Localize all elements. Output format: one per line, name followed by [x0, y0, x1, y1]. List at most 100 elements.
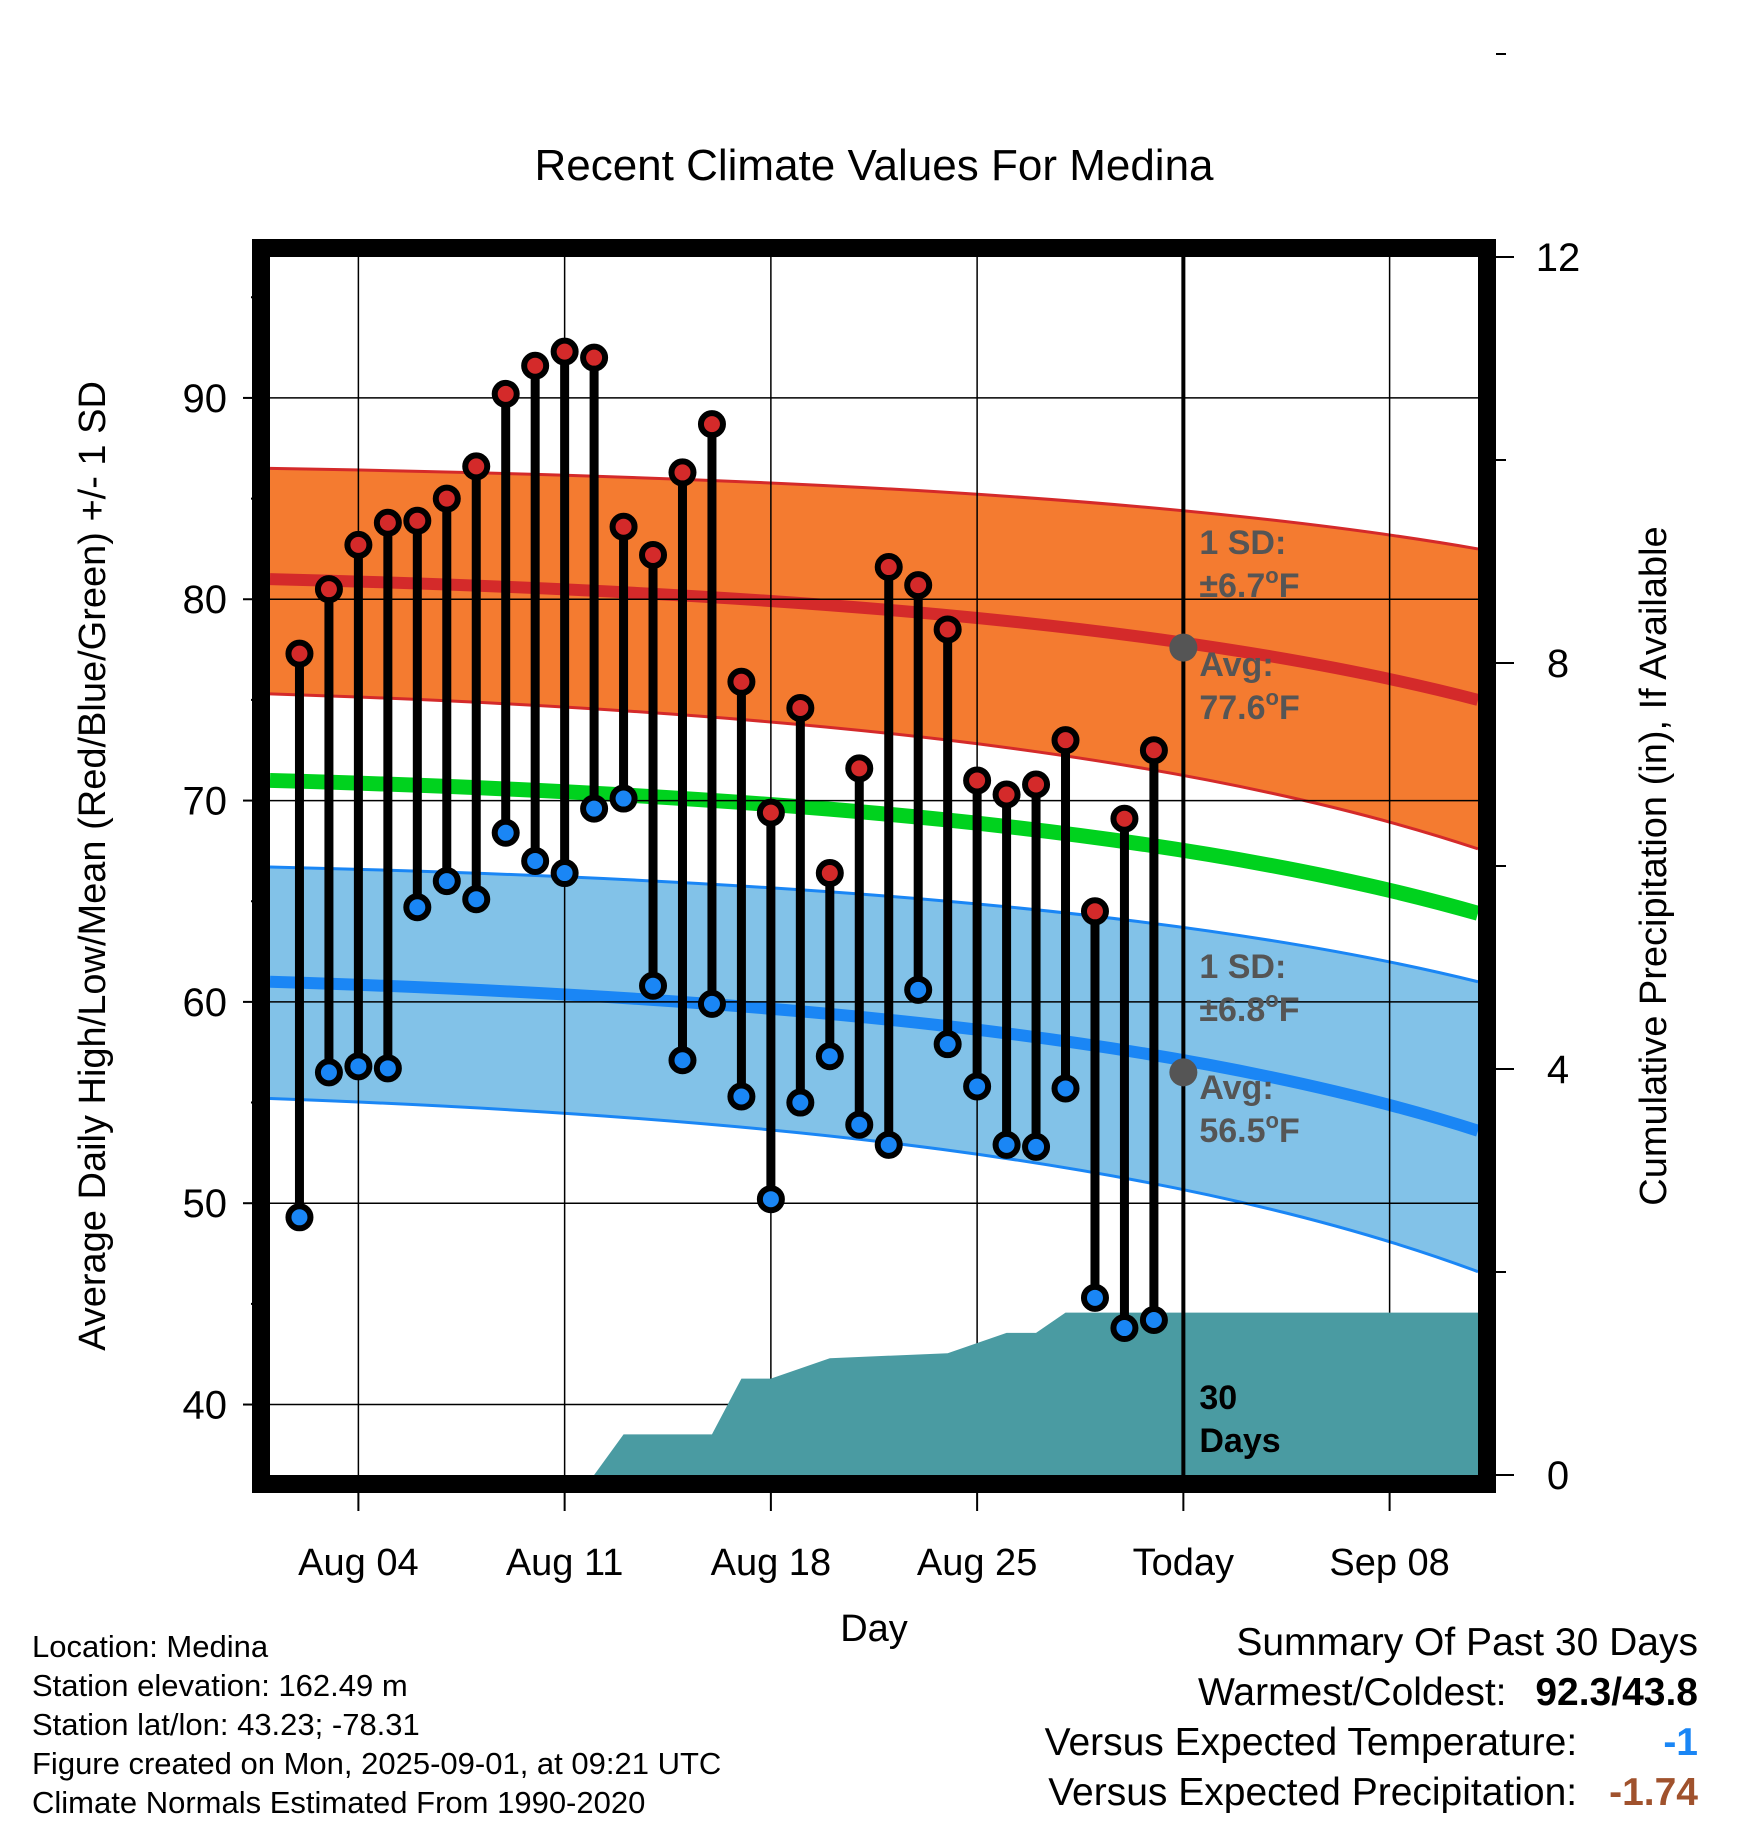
high-point-2025-08-30 — [1110, 804, 1139, 833]
low-point-2025-08-27 — [1022, 1132, 1051, 1161]
x-tick-label-aug-04: Aug 04 — [298, 1542, 418, 1584]
high-point-2025-08-24 — [933, 615, 962, 644]
low-point-2025-08-02 — [285, 1203, 314, 1232]
annot-high-sd-line1: 1 SD: — [1199, 524, 1286, 562]
observations — [285, 337, 1168, 1343]
low-point-2025-08-05 — [373, 1054, 402, 1083]
x-tick-label-aug-18: Aug 18 — [711, 1542, 831, 1584]
low-avg-line — [269, 975, 1480, 1137]
normal-bands — [269, 466, 1481, 1274]
annot-high-avg-line1: Avg: — [1199, 646, 1273, 684]
low-point-2025-08-09 — [491, 818, 520, 847]
created-text: Figure created on Mon, 2025-09-01, at 09… — [32, 1746, 722, 1781]
y-tick-label-70: 70 — [183, 780, 228, 824]
annot-low-avg-line2: 56.5oF — [1199, 1108, 1299, 1150]
low-point-2025-08-10 — [521, 846, 550, 875]
chart-title: Recent Climate Values For Medina — [534, 141, 1214, 190]
location-text: Location: Medina — [32, 1629, 269, 1664]
y-axis-right: 0 4 8 12 — [1496, 53, 1581, 1498]
high-point-2025-08-25 — [963, 766, 992, 795]
high-point-2025-08-05 — [373, 508, 402, 537]
low-point-2025-08-16 — [697, 989, 726, 1018]
low-point-2025-08-11 — [550, 859, 579, 888]
annot-high-sd-line2: ±6.7oF — [1199, 563, 1299, 605]
x-axis-label: Day — [840, 1608, 908, 1650]
high-point-2025-08-15 — [668, 458, 697, 487]
low-point-2025-08-15 — [668, 1046, 697, 1075]
y2-tick-label-0: 0 — [1547, 1454, 1569, 1498]
x-axis: Aug 04 Aug 11 Aug 18 Aug 25 Today Sep 08 — [298, 1493, 1450, 1584]
low-point-2025-08-25 — [963, 1072, 992, 1101]
y2-axis-label: Cumulative Precipitation (in), If Availa… — [1633, 526, 1675, 1205]
low-sd-band — [270, 867, 1478, 1272]
high-point-2025-08-10 — [521, 351, 550, 380]
station-metadata: Location: Medina Station elevation: 162.… — [32, 1627, 721, 1822]
annot-days-line2: Days — [1199, 1422, 1280, 1460]
low-point-2025-08-23 — [904, 975, 933, 1004]
y-tick-label-80: 80 — [183, 578, 228, 622]
low-point-2025-08-08 — [462, 885, 491, 914]
temp-label: Versus Expected Temperature: — [1044, 1721, 1578, 1764]
high-sd-band — [270, 468, 1478, 849]
high-point-2025-08-19 — [786, 693, 815, 722]
low-point-2025-08-03 — [314, 1058, 343, 1087]
low-point-2025-08-28 — [1051, 1074, 1080, 1103]
annot-high-avg-line2: 77.6oF — [1199, 685, 1299, 727]
high-point-2025-08-21 — [845, 754, 874, 783]
high-point-2025-08-06 — [403, 506, 432, 535]
temp-value: -1 — [1663, 1721, 1698, 1764]
precip-area-group — [594, 1312, 1478, 1475]
high-point-2025-08-31 — [1139, 736, 1168, 765]
y2-tick-label-12: 12 — [1536, 236, 1581, 280]
low-point-2025-08-29 — [1080, 1283, 1109, 1312]
warm-cold-value: 92.3/43.8 — [1535, 1671, 1698, 1714]
high-point-2025-08-22 — [874, 553, 903, 582]
high-point-2025-08-18 — [756, 798, 785, 827]
y2-tick-label-8: 8 — [1547, 642, 1569, 686]
low-avg-today-dot — [1169, 1058, 1198, 1087]
high-point-2025-08-29 — [1080, 897, 1109, 926]
high-point-2025-08-17 — [727, 667, 756, 696]
low-point-2025-08-31 — [1139, 1305, 1168, 1334]
summary-title: Summary Of Past 30 Days — [1236, 1621, 1698, 1664]
high-point-2025-08-07 — [432, 484, 461, 513]
x-tick-label-today: Today — [1133, 1542, 1234, 1584]
y2-tick-label-4: 4 — [1547, 1048, 1569, 1092]
low-point-2025-08-12 — [580, 794, 609, 823]
low-point-2025-08-18 — [756, 1185, 785, 1214]
low-point-2025-08-04 — [344, 1052, 373, 1081]
elevation-text: Station elevation: 162.49 m — [32, 1668, 408, 1703]
high-point-2025-08-27 — [1022, 770, 1051, 799]
x-tick-label-aug-11: Aug 11 — [506, 1542, 624, 1584]
plot-frame — [252, 239, 1496, 1493]
low-point-2025-08-22 — [874, 1130, 903, 1159]
high-point-2025-08-02 — [285, 639, 314, 668]
high-point-2025-08-09 — [491, 379, 520, 408]
high-point-2025-08-26 — [992, 780, 1021, 809]
annot-low-avg-line1: Avg: — [1199, 1069, 1273, 1107]
low-point-2025-08-30 — [1110, 1314, 1139, 1343]
high-point-2025-08-08 — [462, 452, 491, 481]
low-point-2025-08-21 — [845, 1110, 874, 1139]
precip-value: -1.74 — [1609, 1771, 1698, 1814]
high-point-2025-08-11 — [550, 337, 579, 366]
x-tick-label-sep-08: Sep 08 — [1329, 1542, 1449, 1584]
high-point-2025-08-14 — [639, 540, 668, 569]
y-axis-label: Average Daily High/Low/Mean (Red/Blue/Gr… — [72, 381, 114, 1351]
summary-warm-cold: Warmest/Coldest: 92.3/43.8 — [798, 1668, 1698, 1718]
high-point-2025-08-28 — [1051, 726, 1080, 755]
high-point-2025-08-12 — [580, 343, 609, 372]
today-marker-group — [1169, 257, 1198, 1475]
high-point-2025-08-16 — [697, 410, 726, 439]
low-point-2025-08-20 — [815, 1042, 844, 1071]
summary-temp: Versus Expected Temperature: -1 — [798, 1718, 1698, 1768]
annot-days-line1: 30 — [1199, 1379, 1237, 1417]
low-point-2025-08-26 — [992, 1130, 1021, 1159]
x-tick-label-aug-25: Aug 25 — [917, 1542, 1037, 1584]
annot-low-sd-line2: ±6.8oF — [1199, 987, 1299, 1029]
high-avg-today-dot — [1169, 633, 1198, 662]
y-tick-label-90: 90 — [183, 377, 228, 421]
summary-precip: Versus Expected Precipitation: -1.74 — [798, 1768, 1698, 1818]
